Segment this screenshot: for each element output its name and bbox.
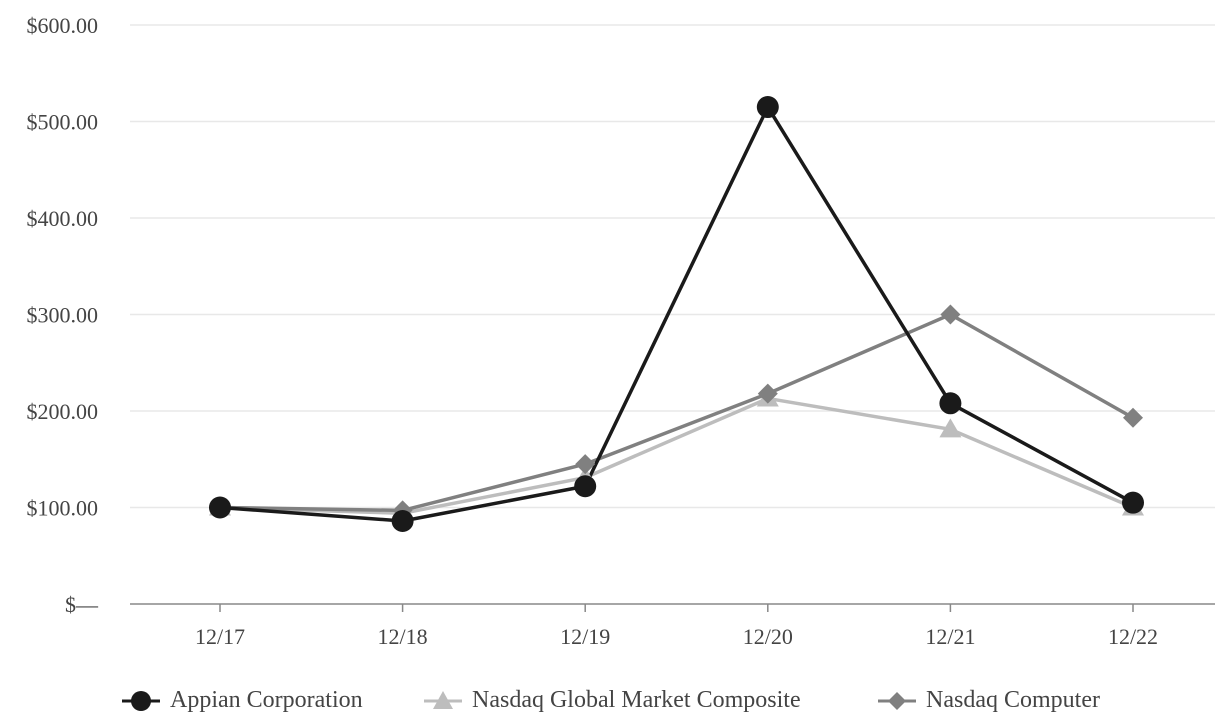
x-axis: 12/17 12/18 12/19 12/20 12/21 12/22 (130, 603, 1215, 649)
data-point-diamond (575, 454, 596, 475)
legend-label: Nasdaq Computer (926, 687, 1100, 713)
series-line-appian-corporation (219, 105, 1134, 523)
gridlines (130, 24, 1215, 509)
legend-label: Nasdaq Global Market Composite (472, 687, 801, 713)
line-chart: $— $100.00 $200.00 $300.00 $400.00 $500.00 $60… (27, 13, 1215, 649)
x-tick-label: 12/17 (195, 624, 245, 649)
legend-item-nasdaq-global[interactable]: Nasdaq Global Market Composite (422, 683, 801, 718)
x-tick-label: 12/20 (743, 624, 793, 649)
data-point-diamond (1123, 407, 1143, 428)
data-point-circle (391, 510, 414, 533)
y-tick-label: $100.00 (27, 496, 99, 521)
legend-swatch-circle (122, 690, 160, 711)
y-tick-label: $600.00 (27, 13, 99, 38)
y-tick-label: $400.00 (27, 206, 99, 231)
y-tick-label: $— (65, 592, 99, 617)
series-line-nasdaq-computer (219, 312, 1134, 513)
legend-swatch-diamond (878, 691, 916, 710)
data-point-circle (209, 496, 231, 519)
y-tick-label: $200.00 (27, 399, 99, 424)
series-line-nasdaq-global-market-composite (219, 396, 1134, 516)
y-axis: $— $100.00 $200.00 $300.00 $400.00 $500.00 $60… (27, 13, 100, 617)
legend: Appian Corporation Nasdaq Global Market … (0, 683, 1215, 718)
data-point-circle (756, 96, 779, 119)
data-point-circle (939, 392, 962, 415)
data-point-diamond (757, 383, 778, 404)
x-tick-label: 12/21 (925, 624, 975, 649)
x-tick-label: 12/22 (1108, 624, 1158, 649)
data-point-triangle (939, 418, 962, 438)
legend-item-nasdaq-computer[interactable]: Nasdaq Computer (876, 683, 1100, 718)
series-markers (209, 96, 1144, 533)
legend-label: Appian Corporation (170, 687, 363, 713)
x-tick-label: 12/18 (378, 624, 428, 649)
legend-swatch-triangle (424, 690, 462, 709)
y-tick-label: $300.00 (27, 303, 99, 328)
data-point-circle (574, 475, 597, 498)
series-lines (219, 105, 1134, 523)
data-point-diamond (940, 304, 961, 325)
y-tick-label: $500.00 (27, 110, 99, 135)
legend-item-appian[interactable]: Appian Corporation (120, 683, 363, 718)
x-tick-label: 12/19 (560, 624, 610, 649)
data-point-circle (1122, 491, 1144, 514)
